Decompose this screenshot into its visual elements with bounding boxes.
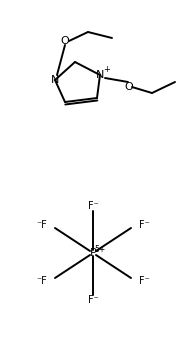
- Text: N: N: [51, 75, 59, 85]
- Text: ⁻F: ⁻F: [36, 220, 47, 230]
- Text: O: O: [125, 82, 133, 92]
- Text: F⁻: F⁻: [139, 220, 150, 230]
- Text: N: N: [96, 70, 104, 80]
- Text: F⁻: F⁻: [88, 295, 98, 305]
- Text: O: O: [61, 36, 69, 46]
- Text: 5+: 5+: [94, 245, 106, 253]
- Text: F⁻: F⁻: [139, 276, 150, 286]
- Text: F⁻: F⁻: [88, 201, 98, 211]
- Text: +: +: [104, 65, 110, 75]
- Text: P: P: [90, 248, 96, 258]
- Text: ⁻F: ⁻F: [36, 276, 47, 286]
